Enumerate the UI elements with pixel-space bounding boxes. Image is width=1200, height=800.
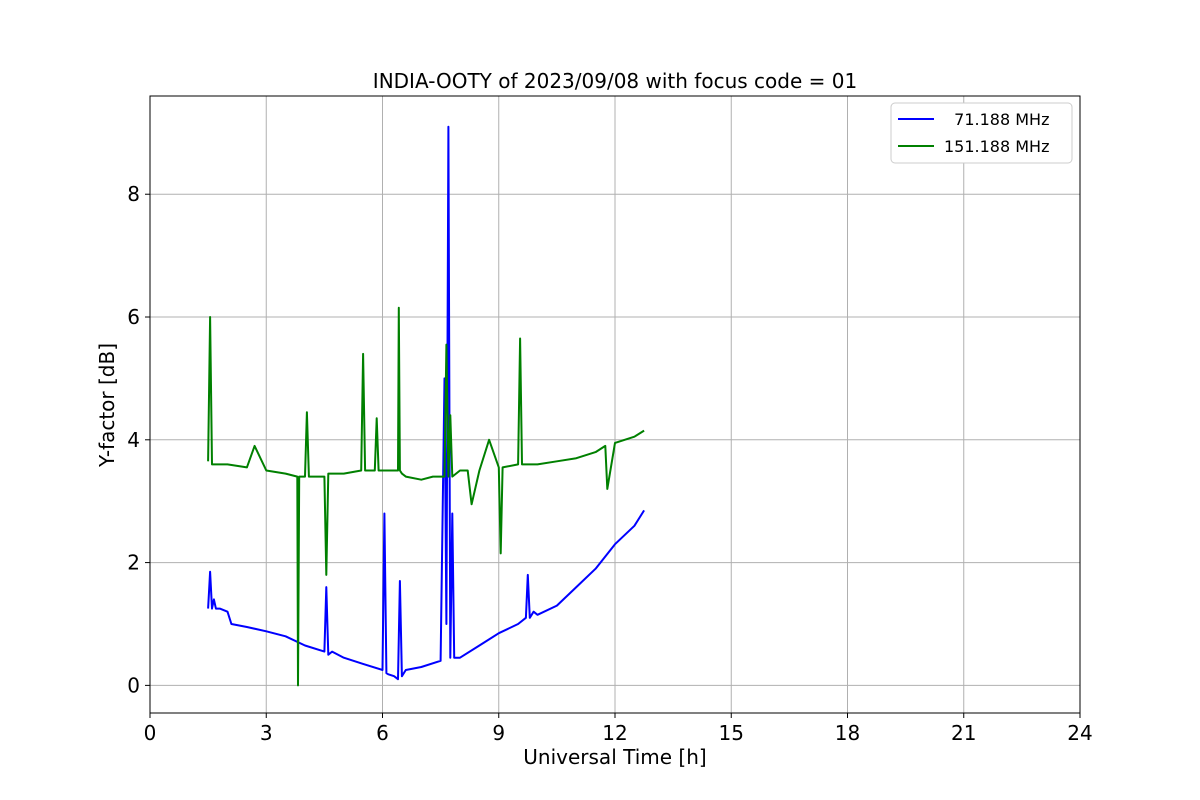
x-tick-label: 24 bbox=[1067, 721, 1092, 745]
legend: 71.188 MHz 151.188 MHz bbox=[890, 102, 1073, 164]
y-tick-label: 6 bbox=[127, 305, 140, 329]
x-tick-label: 15 bbox=[719, 721, 744, 745]
x-tick-label: 18 bbox=[835, 721, 860, 745]
x-axis-label: Universal Time [h] bbox=[523, 745, 706, 769]
chart-title: INDIA-OOTY of 2023/09/08 with focus code… bbox=[373, 69, 857, 93]
y-tick-label: 2 bbox=[127, 551, 140, 575]
y-axis-label: Y-factor [dB] bbox=[95, 343, 119, 468]
legend-label-71mhz: 71.188 MHz bbox=[944, 110, 1049, 129]
x-tick-label: 6 bbox=[376, 721, 389, 745]
x-tick-label: 21 bbox=[951, 721, 976, 745]
series-line-71mhz bbox=[207, 125, 645, 681]
x-tick-label: 9 bbox=[492, 721, 505, 745]
series-line-151mhz bbox=[207, 306, 645, 687]
y-tick-label: 4 bbox=[127, 428, 140, 452]
legend-box bbox=[890, 102, 1073, 164]
x-tick-label: 3 bbox=[260, 721, 273, 745]
y-tick-label: 0 bbox=[127, 673, 140, 697]
x-tick-label: 12 bbox=[602, 721, 627, 745]
y-tick-label: 8 bbox=[127, 182, 140, 206]
legend-label-151mhz: 151.188 MHz bbox=[944, 137, 1049, 156]
x-tick-label: 0 bbox=[144, 721, 157, 745]
plot-series bbox=[207, 125, 645, 687]
